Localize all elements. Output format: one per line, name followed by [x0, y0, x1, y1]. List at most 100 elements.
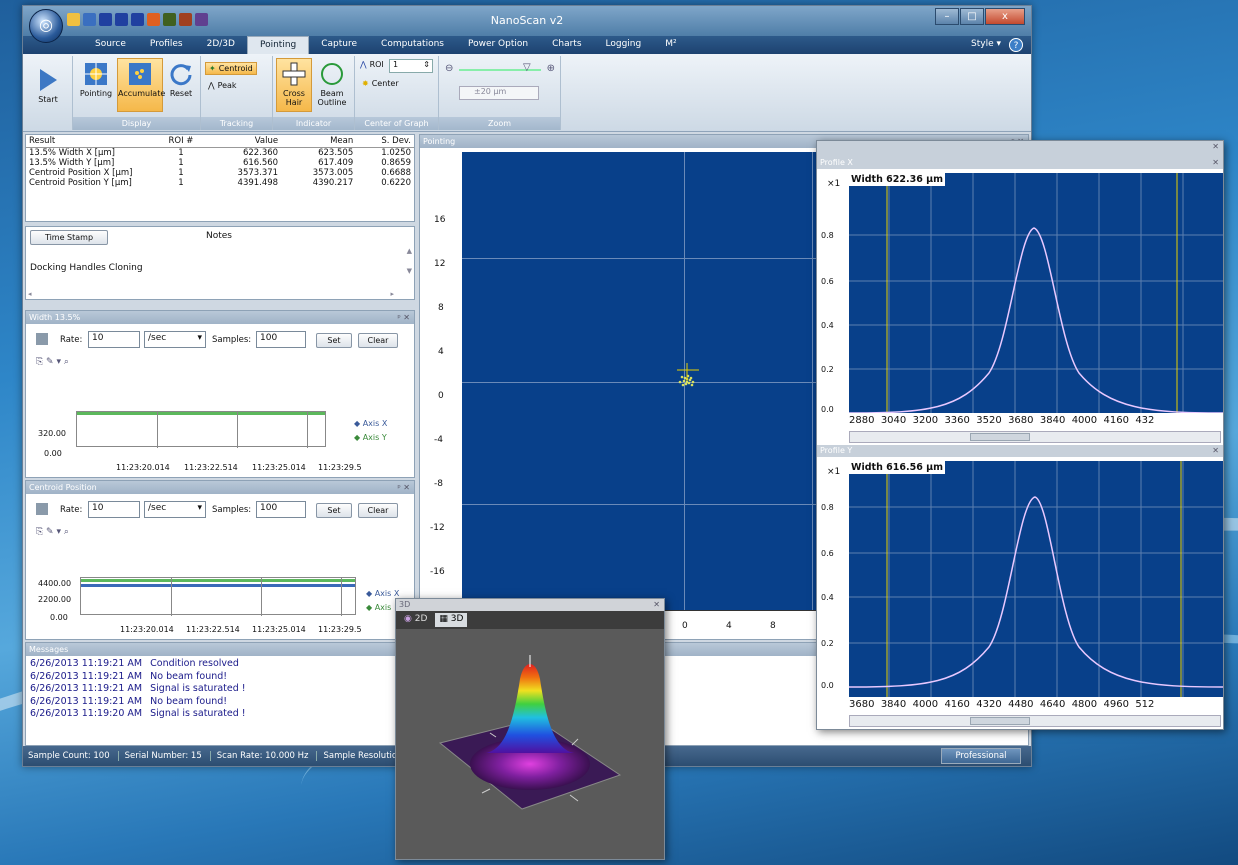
time-stamp-button[interactable]: Time Stamp	[30, 230, 108, 245]
profile-icon[interactable]	[99, 13, 112, 26]
application-orb-button[interactable]: ◎	[29, 9, 63, 43]
rate-input[interactable]: 10	[88, 501, 140, 518]
scroll-right-icon[interactable]: ▸	[390, 290, 394, 298]
rate-unit-select[interactable]: /sec ▾	[144, 331, 206, 348]
beam-3d-plot[interactable]	[396, 629, 664, 859]
header-mean[interactable]: Mean	[281, 135, 357, 148]
close-icon[interactable]: ✕	[1212, 142, 1219, 151]
tab-pointing[interactable]: Pointing	[246, 36, 310, 54]
reset-icon	[170, 64, 192, 86]
zoom-slider[interactable]: ⊖ ▽ ⊕	[445, 62, 555, 76]
chart-tools-icon[interactable]: ⎘ ✎ ▾ ⌕	[36, 357, 69, 367]
close-icon[interactable]: ✕	[1212, 446, 1219, 455]
record-icon[interactable]	[147, 13, 160, 26]
pointing-label: Pointing	[79, 89, 113, 98]
samples-input[interactable]: 100	[256, 501, 306, 518]
zoom-in-icon[interactable]: ⊕	[546, 63, 555, 74]
rate-unit-select[interactable]: /sec ▾	[144, 501, 206, 518]
maximize-button[interactable]: □	[960, 8, 984, 25]
centroid-button[interactable]: ✦ Centroid	[205, 62, 257, 75]
set-button[interactable]: Set	[316, 503, 352, 518]
beam-outline-button[interactable]: Beam Outline	[313, 58, 351, 112]
header-value[interactable]: Value	[205, 135, 282, 148]
y-tick: -12	[430, 523, 445, 533]
tab-m2[interactable]: M²	[665, 39, 677, 49]
accumulate-button[interactable]: Accumulate	[117, 58, 165, 112]
cross-hair-button[interactable]: Cross Hair	[276, 58, 312, 112]
chart-icon[interactable]	[163, 13, 176, 26]
header-result[interactable]: Result	[26, 135, 156, 148]
profile-x-scrollbar[interactable]	[849, 431, 1221, 443]
stop-icon[interactable]	[36, 333, 48, 345]
save-icon[interactable]	[83, 13, 96, 26]
panel-close-icon[interactable]: ᵖ ✕	[397, 313, 410, 322]
list-item[interactable]: 6/26/2013 11:19:21 AM Signal is saturated…	[26, 683, 250, 696]
center-button[interactable]: ✸ Center	[359, 78, 402, 89]
table-row[interactable]: 13.5% Width X [µm] 1 622.360 623.505 1.0250	[26, 148, 414, 158]
table-row[interactable]: Centroid Position X [µm] 1 3573.371 3573.00…	[26, 168, 414, 178]
table-row[interactable]: 13.5% Width Y [µm] 1 616.560 617.409 0.8659	[26, 158, 414, 168]
help-icon[interactable]: ?	[1009, 38, 1023, 52]
close-icon[interactable]: ✕	[653, 600, 660, 609]
tab-3d[interactable]: ▦ 3D	[435, 613, 468, 627]
message-time: 6/26/2013 11:19:21 AM	[30, 683, 143, 694]
tab-2d3d[interactable]: 2D/3D	[206, 39, 235, 49]
start-button[interactable]: Start	[27, 64, 69, 118]
tab-charts[interactable]: Charts	[552, 39, 582, 49]
chart-tools-icon[interactable]: ⎘ ✎ ▾ ⌕	[36, 527, 69, 537]
m2-icon[interactable]	[195, 13, 208, 26]
stop-icon[interactable]	[36, 503, 48, 515]
scroll-thumb[interactable]	[970, 433, 1030, 441]
notes-text[interactable]: Docking Handles Cloning	[30, 263, 143, 273]
x-axis	[462, 610, 1022, 618]
tab-capture[interactable]: Capture	[321, 39, 358, 49]
zoom-out-icon[interactable]: ⊖	[445, 63, 454, 74]
list-item[interactable]: 6/26/2013 11:19:20 AM Signal is saturated…	[26, 708, 250, 721]
cell: 1	[178, 168, 184, 178]
tab-power-option[interactable]: Power Option	[467, 39, 529, 49]
header-roi[interactable]: ROI #	[156, 135, 206, 148]
table-row[interactable]: Centroid Position Y [µm] 1 4391.498 4390.21…	[26, 178, 414, 188]
close-button[interactable]: x	[985, 8, 1025, 25]
tab-computations[interactable]: Computations	[381, 39, 444, 49]
zoom-thumb[interactable]: ▽	[523, 62, 531, 73]
header-sdev[interactable]: S. Dev.	[356, 135, 414, 148]
list-item[interactable]: 6/26/2013 11:19:21 AM No beam found!	[26, 696, 250, 709]
open-folder-icon[interactable]	[67, 13, 80, 26]
profile-icon[interactable]	[115, 13, 128, 26]
minimize-button[interactable]: –	[935, 8, 959, 25]
pointing-button[interactable]: Pointing	[75, 58, 117, 112]
clear-button[interactable]: Clear	[358, 503, 398, 518]
rate-input[interactable]: 10	[88, 331, 140, 348]
profile-y-plot[interactable]	[849, 461, 1223, 697]
tab-profiles[interactable]: Profiles	[149, 39, 183, 49]
grid-icon[interactable]	[179, 13, 192, 26]
message-time: 6/26/2013 11:19:21 AM	[30, 658, 143, 669]
y-tick: 4	[438, 347, 444, 357]
peak-button[interactable]: ⋀ Peak	[205, 80, 240, 91]
set-button[interactable]: Set	[316, 333, 352, 348]
tab-2d[interactable]: ◉ 2D	[400, 613, 431, 627]
scroll-thumb[interactable]	[970, 717, 1030, 725]
scroll-up-icon[interactable]: ▲	[406, 247, 412, 255]
scroll-left-icon[interactable]: ◂	[28, 290, 32, 298]
width-panel-title: Width 13.5%	[29, 313, 81, 322]
tab-logging[interactable]: Logging	[605, 39, 642, 49]
profile-y-scrollbar[interactable]	[849, 715, 1221, 727]
reset-button[interactable]: Reset	[163, 58, 199, 112]
clear-button[interactable]: Clear	[358, 333, 398, 348]
list-item[interactable]: 6/26/2013 11:19:21 AM No beam found!	[26, 671, 250, 684]
style-menu[interactable]: Style ▾	[971, 39, 1001, 49]
list-item[interactable]: 6/26/2013 11:19:21 AM Condition resolved	[26, 658, 250, 671]
zoom-input[interactable]: ±20 µm	[459, 86, 539, 100]
panel-close-icon[interactable]: ᵖ ✕	[397, 483, 410, 492]
tab-source[interactable]: Source	[95, 39, 126, 49]
profile-x-plot[interactable]	[849, 173, 1223, 413]
close-icon[interactable]: ✕	[1212, 158, 1219, 167]
roi-spinner[interactable]: 1 ⇕	[389, 59, 433, 73]
scroll-down-icon[interactable]: ▼	[406, 267, 412, 275]
beam-outline-label: Beam Outline	[317, 89, 347, 107]
samples-input[interactable]: 100	[256, 331, 306, 348]
profile-icon[interactable]	[131, 13, 144, 26]
indicator-group-label: Indicator	[273, 117, 354, 130]
